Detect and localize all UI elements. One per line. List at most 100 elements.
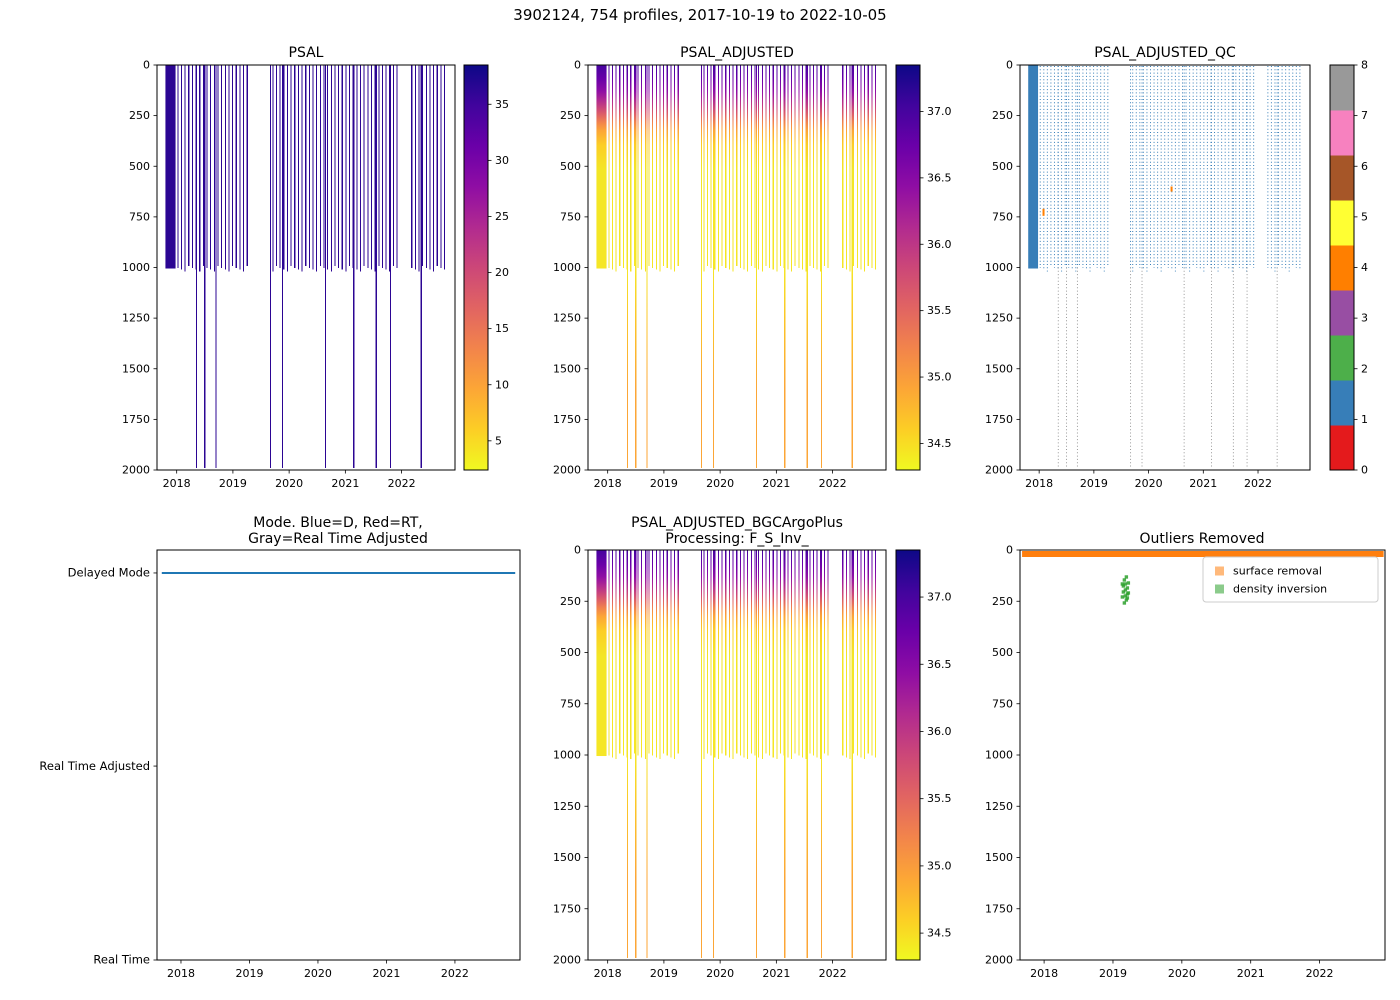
colorbar-tick-label: 34.5 [927, 927, 952, 940]
y-tick-label: 250 [992, 595, 1013, 608]
colorbar-tick-label: 15 [495, 322, 509, 335]
x-tick-label: 2022 [441, 967, 469, 980]
y-tick-label: 1750 [122, 413, 150, 426]
colorbar-segment [1330, 110, 1354, 156]
x-tick-label: 2018 [1030, 967, 1058, 980]
panel-psal: 2018 2019 2020 2021 2022 0 250 500 750 1000 1250 15… [122, 59, 509, 490]
qc-dense-band [1028, 65, 1039, 269]
y-tick-label: 0 [1006, 544, 1013, 557]
panel-psal-adjusted-bgc: 2018 2019 2020 2021 2022 0 250 500 750 1000 1250 15… [553, 544, 952, 980]
y-tick-label: 750 [129, 210, 150, 223]
colorbar-tick-label: 36.5 [927, 658, 952, 671]
profile-dense-band [596, 550, 607, 757]
y-tick-label: 1750 [985, 902, 1013, 915]
colorbar-frame [895, 64, 921, 471]
x-tick-label: 2018 [167, 967, 195, 980]
x-tick-label: 2022 [1306, 967, 1334, 980]
density-inversion-point [1126, 581, 1131, 585]
colorbar-tick-label: 1 [1361, 413, 1368, 426]
colorbar-tick-label: 36.5 [927, 171, 952, 184]
y-tick-label: 0 [1006, 59, 1013, 72]
axes-frame [1019, 549, 1386, 961]
y-tick-label: 750 [992, 697, 1013, 710]
y-tick-label: 1250 [985, 800, 1013, 813]
y-tick-label: 2000 [553, 954, 581, 967]
colorbar-tick-label: 36.0 [927, 238, 952, 251]
y-tick-label: 500 [129, 160, 150, 173]
x-tick-label: 2022 [819, 967, 847, 980]
x-tick-label: 2018 [594, 477, 622, 490]
y-tick-label: 1250 [553, 312, 581, 325]
panel-title-psal: PSAL [289, 45, 324, 61]
colorbar-tick-label: 5 [495, 434, 502, 447]
colorbar-tick-label: 7 [1361, 109, 1368, 122]
qc-flagged-points [1170, 186, 1173, 192]
colorbar-tick-label: 25 [495, 210, 509, 223]
y-tick-label: 1000 [553, 261, 581, 274]
x-tick-label: 2020 [304, 967, 332, 980]
density-inversion-point [1122, 601, 1127, 605]
x-tick-label: 2019 [650, 967, 678, 980]
x-tick-label: 2022 [1244, 477, 1272, 490]
y-tick-label: 1750 [553, 413, 581, 426]
y-tick-label: 1000 [985, 261, 1013, 274]
x-tick-label: 2020 [275, 477, 303, 490]
panel-mode: Delayed Mode Real Time Adjusted Real Time 2… [39, 549, 521, 980]
y-tick-label: 2000 [985, 954, 1013, 967]
density-inversion-point [1124, 575, 1129, 579]
panel-outliers: surface removal density inversion 2018 2019… [985, 544, 1386, 980]
qc-flagged-points [1042, 208, 1045, 216]
figure-title: 3902124, 754 profiles, 2017-10-19 to 202… [513, 6, 886, 24]
colorbar-segment [1330, 155, 1354, 201]
y-tick-label: 1500 [985, 362, 1013, 375]
colorbar-tick-label: 8 [1361, 59, 1368, 72]
y-tick-label: 500 [992, 646, 1013, 659]
panel-title-outliers: Outliers Removed [1140, 531, 1265, 547]
colorbar-tick-label: 35.5 [927, 792, 952, 805]
density-inversion-point [1123, 594, 1128, 598]
y-tick-label: 750 [560, 697, 581, 710]
x-tick-label: 2019 [219, 477, 247, 490]
colorbar-tick-label: 37.0 [927, 591, 952, 604]
y-tick-label: 1000 [122, 261, 150, 274]
y-tick-label: 500 [992, 160, 1013, 173]
y-tick-label: 1000 [553, 749, 581, 762]
density-inversion-point [1120, 595, 1125, 599]
category-label: Real Time [93, 953, 150, 967]
colorbar-tick-label: 34.5 [927, 437, 952, 450]
y-tick-label: 750 [560, 210, 581, 223]
density-inversion-point [1123, 588, 1128, 592]
y-tick-label: 2000 [985, 464, 1013, 477]
x-tick-label: 2022 [819, 477, 847, 490]
category-label: Real Time Adjusted [39, 759, 150, 773]
y-tick-label: 1500 [553, 851, 581, 864]
panel-title-psal-adjusted: PSAL_ADJUSTED [680, 45, 794, 61]
colorbar-frame [1329, 64, 1355, 471]
colorbar-bar [896, 550, 920, 960]
y-tick-label: 2000 [553, 464, 581, 477]
colorbar-tick-label: 36.0 [927, 725, 952, 738]
colorbar-tick-label: 10 [495, 378, 509, 391]
density-inversion-point [1122, 578, 1127, 582]
colorbar-segment [1330, 200, 1354, 246]
density-inversion-point [1123, 582, 1128, 586]
category-label: Delayed Mode [68, 566, 150, 580]
colorbar-segment [1330, 335, 1354, 381]
x-tick-label: 2018 [163, 477, 191, 490]
x-tick-label: 2020 [706, 967, 734, 980]
y-tick-label: 250 [129, 109, 150, 122]
surface-removal-band [1022, 551, 1384, 557]
density-inversion-point [1125, 596, 1130, 600]
colorbar-tick-label: 37.0 [927, 105, 952, 118]
y-tick-label: 1500 [553, 362, 581, 375]
density-inversion-point [1121, 584, 1126, 588]
colorbar-tick-label: 3 [1361, 312, 1368, 325]
x-tick-label: 2021 [1189, 477, 1217, 490]
y-tick-label: 500 [560, 646, 581, 659]
legend-label: density inversion [1233, 583, 1327, 596]
legend-box [1202, 556, 1379, 603]
density-inversion-point [1121, 590, 1126, 594]
x-tick-label: 2018 [594, 967, 622, 980]
colorbar-segment [1330, 245, 1354, 291]
